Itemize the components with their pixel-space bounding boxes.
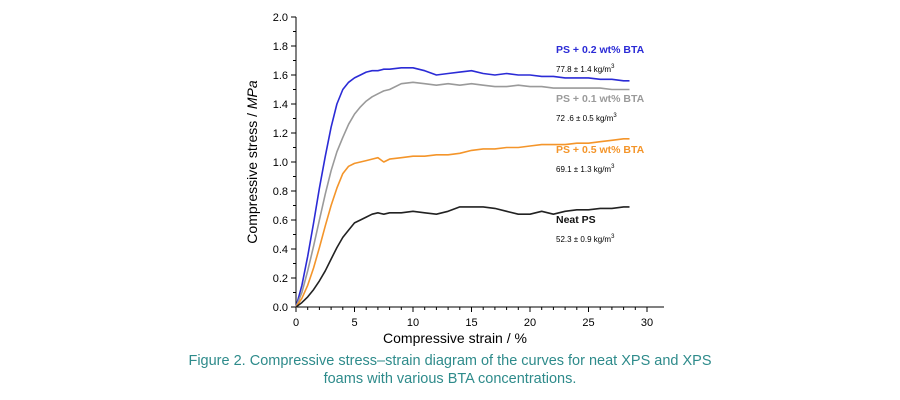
y-axis-label: Compressive stress / MPa (244, 80, 260, 244)
figure-caption: Figure 2. Compressive stress–strain diag… (0, 352, 900, 388)
y-tick-label: 0.0 (273, 302, 288, 314)
series-lines (295, 67, 630, 308)
x-axis-label: Compressive strain / % (383, 330, 527, 346)
axes (295, 17, 664, 308)
series-line (295, 138, 630, 308)
x-tick-label: 20 (524, 317, 536, 329)
y-tick-label: 2.0 (273, 12, 288, 24)
series-density-label: 69.1 ± 1.3 kg/m3 (556, 164, 615, 174)
x-tick-label: 15 (465, 317, 477, 329)
y-tick-label: 1.8 (273, 41, 288, 53)
x-tick-label: 5 (351, 317, 357, 329)
caption-line-1: Figure 2. Compressive stress–strain diag… (188, 353, 712, 369)
y-tick-label: 1.0 (273, 157, 288, 169)
series-line (295, 81, 630, 308)
series-line (295, 206, 630, 308)
caption-line-2: foams with various BTA concentrations. (323, 371, 577, 387)
y-tick-label: 0.8 (273, 186, 288, 198)
y-tick-label: 1.2 (273, 128, 288, 140)
series-density-label: 52.3 ± 0.9 kg/m3 (556, 234, 615, 244)
x-tick-label: 10 (407, 317, 419, 329)
y-tick-label: 0.2 (273, 273, 288, 285)
x-tick-label: 30 (641, 317, 653, 329)
series-density-label: 77.8 ± 1.4 kg/m3 (556, 64, 615, 74)
series-density-label: 72 .6 ± 0.5 kg/m3 (556, 113, 617, 123)
series-name-label: PS + 0.1 wt% BTA (556, 93, 645, 105)
y-tick-label: 1.6 (273, 70, 288, 82)
y-tick-label: 0.4 (273, 244, 288, 256)
x-tick-label: 0 (293, 317, 299, 329)
y-ticks: 0.0 0.2 0.4 0.6 0.8 1.0 1.2 1.4 1.6 1.8 2.0 (273, 12, 296, 314)
stress-strain-chart: 0.0 0.2 0.4 0.6 0.8 1.0 1.2 1.4 1.6 1.8 2.0 0 5 10 15… (244, 12, 664, 346)
series-labels: PS + 0.2 wt% BTA 77.8 ± 1.4 kg/m3 PS + 0.1… (556, 44, 645, 244)
x-tick-label: 25 (582, 317, 594, 329)
series-line (295, 67, 630, 308)
series-name-label: PS + 0.5 wt% BTA (556, 144, 645, 156)
series-name-label: PS + 0.2 wt% BTA (556, 44, 645, 56)
y-tick-label: 1.4 (273, 99, 288, 111)
x-ticks: 0 5 10 15 20 25 30 (293, 307, 653, 329)
series-name-label: Neat PS (556, 214, 596, 226)
y-tick-label: 0.6 (273, 215, 288, 227)
